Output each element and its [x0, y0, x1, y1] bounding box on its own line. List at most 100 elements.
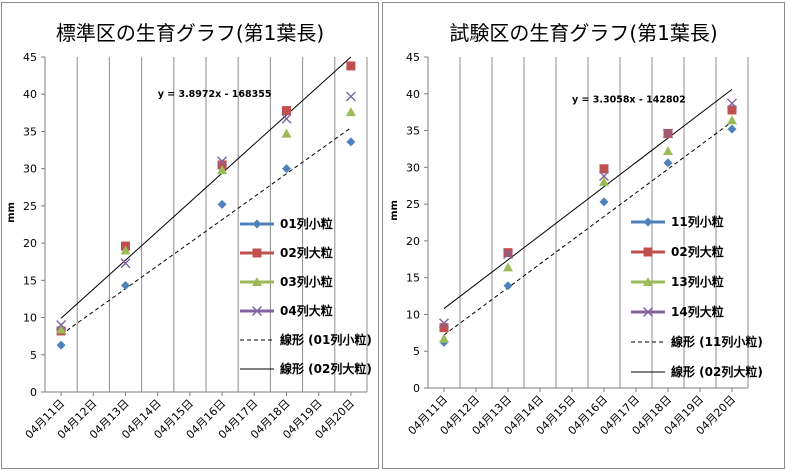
data-point [599, 164, 609, 174]
data-point [120, 245, 131, 255]
chart-plot-test: 051015202530354045mm04月11日04月12日04月13日04… [389, 51, 763, 437]
legend-marker [252, 306, 262, 316]
y-axis-title: mm [6, 202, 17, 223]
y-tick-label: 30 [23, 163, 37, 176]
data-point-stroke-b [439, 318, 449, 329]
data-point [217, 199, 227, 209]
legend-label: 線形 (02列大粒) [671, 364, 763, 379]
legend-label: 01列小粒 [280, 216, 333, 231]
data-point-stroke-b [217, 156, 228, 167]
data-point [56, 324, 67, 334]
legend-marker [643, 277, 653, 286]
legend-label: 線形 (02列大粒) [280, 361, 372, 376]
data-point [439, 318, 449, 329]
y-tick-label: 10 [406, 308, 420, 321]
data-point [663, 158, 673, 168]
chart-panel-standard: 標準区の生育グラフ(第1葉長) 0 5 10 15 20 25 30 35 40 45 mm 04月1… [1, 2, 379, 469]
data-point [503, 249, 513, 260]
data-point-stroke-b [345, 91, 356, 102]
legend-entry: 線形 (11列小粒) [631, 334, 763, 349]
trendline-2 [60, 56, 352, 319]
data-point [727, 105, 737, 115]
series-3 [439, 115, 737, 343]
data-point [217, 156, 228, 167]
legend-label: 線形 (11列小粒) [671, 334, 763, 349]
trendline-equation: y = 3.8972x - 168355 [158, 89, 272, 100]
data-point-stroke-b [599, 171, 609, 182]
y-tick-label: 45 [406, 51, 420, 64]
legend-entry: 01列小粒 [240, 216, 333, 231]
y-tick-label: 20 [23, 237, 37, 250]
data-point [346, 137, 356, 147]
y-tick-label: 35 [23, 125, 37, 138]
y-tick-label: 15 [23, 274, 37, 287]
y-axis-title: mm [389, 200, 400, 221]
trendline-2 [443, 88, 733, 309]
legend-entry: 11列小粒 [631, 214, 724, 229]
data-point [345, 91, 356, 102]
data-point [282, 164, 291, 174]
legend-label: 04列大粒 [280, 303, 333, 318]
series-3 [56, 107, 356, 334]
legend-label: 02列大粒 [671, 244, 724, 259]
y-tick-label: 45 [23, 51, 37, 64]
legend-label: 線形 (01列小粒) [280, 332, 372, 347]
data-point [727, 124, 737, 134]
y-tick-label: 5 [30, 349, 37, 362]
data-point-stroke-b [727, 98, 737, 109]
data-point-stroke-b [120, 258, 131, 269]
legend-marker [252, 277, 262, 286]
legend-marker [643, 217, 653, 227]
y-tick-label: 40 [23, 88, 37, 101]
legend-marker [252, 248, 262, 258]
trendline-1 [443, 121, 733, 336]
data-point [663, 146, 673, 156]
y-tick-label: 35 [406, 125, 420, 138]
y-tick-label: 0 [30, 386, 37, 399]
y-tick-label: 25 [23, 200, 37, 213]
y-tick-label: 20 [406, 235, 420, 248]
legend-entry: 線形 (02列大粒) [631, 364, 763, 379]
data-point-stroke-b [56, 320, 67, 330]
y-tick-label: 30 [406, 161, 420, 174]
series-4 [56, 91, 356, 330]
legend-entry: 線形 (02列大粒) [240, 361, 372, 376]
data-point [727, 98, 737, 109]
chart-plot-standard: 051015202530354045mm04月11日04月12日04月13日04… [6, 51, 372, 441]
y-tick-label: 15 [406, 272, 420, 285]
legend-label: 13列小粒 [671, 274, 724, 289]
legend-marker-stroke-b [643, 307, 653, 317]
legend-entry: 13列小粒 [631, 274, 724, 289]
data-point [346, 61, 356, 71]
legend-marker-stroke-b [252, 306, 262, 316]
data-point [345, 107, 356, 117]
legend-label: 11列小粒 [671, 214, 724, 229]
data-point-stroke-b [503, 249, 513, 260]
data-point [217, 160, 227, 170]
data-point [663, 128, 673, 139]
chart-panel-test: 試験区の生育グラフ(第1葉長) 0 5 10 15 20 25 30 35 40 45 mm 04月1… [382, 2, 785, 469]
series-4 [439, 98, 737, 329]
data-point [282, 106, 291, 116]
data-point [503, 281, 513, 291]
series-1 [56, 137, 356, 350]
data-point [56, 340, 66, 350]
data-point [727, 115, 737, 125]
legend-entry: 04列大粒 [240, 303, 333, 318]
y-tick-label: 25 [406, 198, 420, 211]
data-point [281, 113, 292, 124]
legend-entry: 02列大粒 [631, 244, 724, 259]
chart-title: 試験区の生育グラフ(第1葉長) [449, 21, 718, 45]
data-point [121, 281, 130, 291]
legend-label: 03列小粒 [280, 274, 333, 289]
y-tick-label: 5 [413, 345, 420, 358]
trendline-equation: y = 3.3058x - 142802 [572, 95, 686, 106]
data-point-stroke-b [281, 113, 292, 124]
legend-entry: 線形 (01列小粒) [240, 332, 372, 347]
legend-marker [643, 247, 653, 257]
y-tick-label: 10 [23, 312, 37, 325]
legend-marker [252, 219, 262, 229]
data-point [120, 258, 131, 269]
chart-title: 標準区の生育グラフ(第1葉長) [55, 21, 325, 45]
data-point [281, 128, 292, 138]
